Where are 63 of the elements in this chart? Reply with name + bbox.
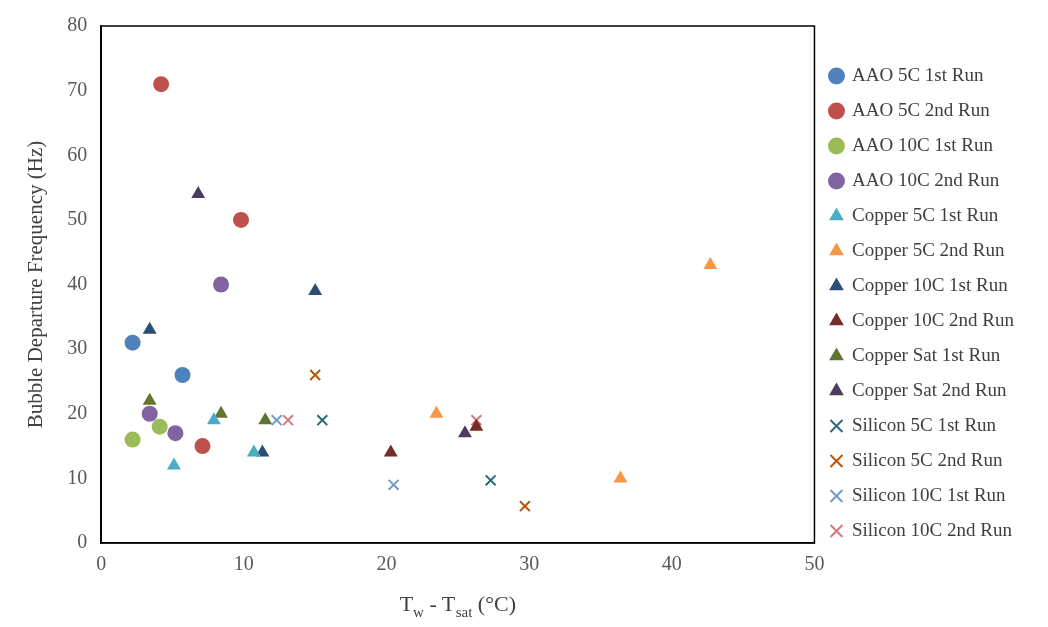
- x-tick-label: 10: [233, 552, 254, 575]
- y-tick-label: 70: [67, 77, 88, 100]
- point: [270, 414, 283, 427]
- point: [282, 414, 295, 427]
- point: [191, 186, 206, 199]
- point: [142, 392, 157, 405]
- point: [151, 418, 168, 435]
- point: [309, 369, 322, 381]
- point: [142, 321, 157, 334]
- legend-label: AAO 10C 2nd Run: [851, 168, 1000, 190]
- legend-label: Copper 10C 2nd Run: [851, 308, 1015, 330]
- legend-label: Copper 5C 2nd Run: [851, 238, 1005, 260]
- legend-label: Copper 5C 1st Run: [851, 203, 999, 225]
- point: [214, 405, 228, 418]
- x-tick-label: 20: [376, 552, 397, 575]
- point: [518, 500, 531, 513]
- point: [458, 425, 472, 438]
- legend-label: Silicon 10C 1st Run: [851, 483, 1007, 505]
- point: [703, 257, 718, 270]
- point: [383, 444, 398, 457]
- x-tick-label: 30: [519, 552, 540, 575]
- point: [258, 412, 273, 425]
- legend-label: Silicon 5C 2nd Run: [851, 448, 1003, 470]
- point: [141, 405, 158, 422]
- legend-label: AAO 10C 1st Run: [851, 133, 994, 155]
- y-tick-label: 0: [77, 530, 88, 553]
- y-tick-label: 20: [67, 401, 88, 423]
- point: [316, 414, 329, 427]
- point: [213, 276, 230, 293]
- x-tick-label: 50: [804, 552, 825, 575]
- point: [194, 438, 211, 455]
- legend-label: Copper Sat 1st Run: [851, 343, 1001, 365]
- point: [167, 457, 181, 470]
- point: [484, 474, 497, 487]
- y-axis-title: Bubble Departure Frequency (Hz): [23, 140, 48, 429]
- point: [613, 470, 628, 483]
- legend-label: Silicon 5C 1st Run: [851, 413, 997, 435]
- point: [308, 282, 323, 295]
- x-tick-label: 0: [96, 552, 107, 575]
- point: [429, 405, 444, 418]
- point: [153, 76, 170, 93]
- x-tick-label: 40: [661, 552, 682, 575]
- point: [206, 412, 221, 425]
- legend-label: Silicon 10C 2nd Run: [851, 518, 1013, 540]
- y-tick-label: 60: [67, 142, 88, 165]
- point: [470, 414, 483, 427]
- y-tick-label: 10: [67, 465, 88, 488]
- point: [387, 478, 400, 491]
- point: [246, 444, 261, 457]
- point: [124, 431, 141, 448]
- point: [469, 418, 484, 431]
- point: [124, 334, 141, 351]
- point: [233, 211, 249, 228]
- point: [167, 425, 184, 442]
- point: [174, 366, 191, 383]
- y-tick-label: 30: [67, 336, 88, 359]
- y-tick-label: 80: [67, 13, 88, 36]
- legend-label: AAO 5C 1st Run: [851, 63, 984, 85]
- legend-label: Copper Sat 2nd Run: [851, 378, 1008, 400]
- y-tick-label: 50: [67, 207, 88, 230]
- legend-label: AAO 5C 2nd Run: [851, 98, 991, 120]
- legend-label: Copper 10C 1st Run: [851, 273, 1009, 295]
- y-tick-label: 40: [67, 271, 88, 294]
